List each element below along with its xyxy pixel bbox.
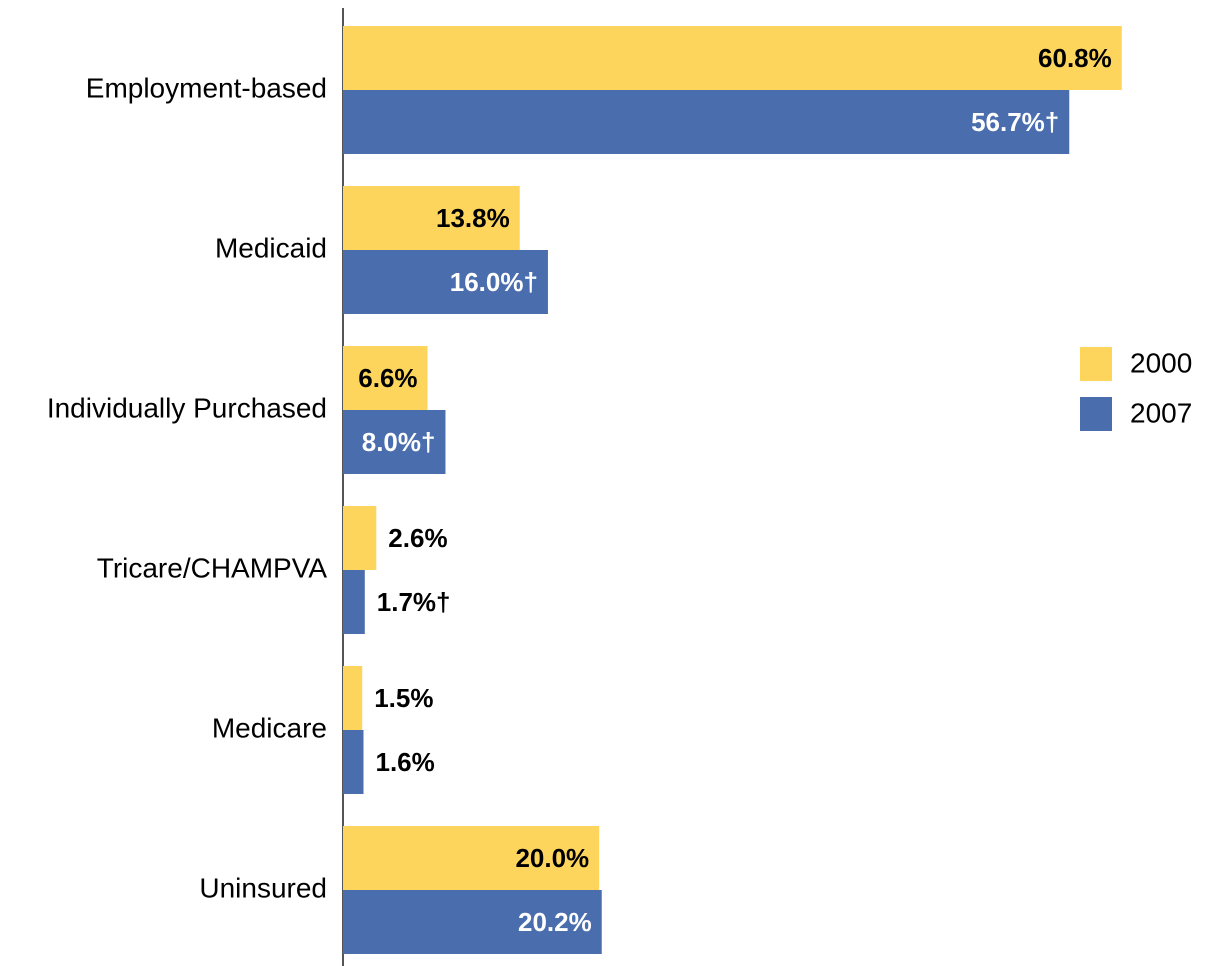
value-label: 56.7%† <box>971 107 1059 137</box>
value-label: 8.0%† <box>362 427 436 457</box>
bar <box>343 890 602 954</box>
legend-swatch <box>1080 347 1112 381</box>
value-label: 20.0% <box>515 843 589 873</box>
value-label: 13.8% <box>436 203 510 233</box>
value-label: 60.8% <box>1038 43 1112 73</box>
category-label: Medicaid <box>215 232 327 263</box>
bar <box>343 250 548 314</box>
category-label: Individually Purchased <box>47 392 327 423</box>
value-label: 1.6% <box>375 747 434 777</box>
bar <box>343 346 428 410</box>
bar <box>343 666 363 730</box>
bar <box>343 410 446 474</box>
category-label: Medicare <box>212 712 327 743</box>
legend-label: 2007 <box>1130 397 1192 428</box>
bar <box>343 826 600 890</box>
category-label: Tricare/CHAMPVA <box>97 552 328 583</box>
bar <box>343 90 1070 154</box>
bar <box>343 186 520 250</box>
value-label: 1.7%† <box>377 587 451 617</box>
bar <box>343 730 364 794</box>
bar <box>343 26 1122 90</box>
bar <box>343 506 377 570</box>
legend-label: 2000 <box>1130 347 1192 378</box>
value-label: 20.2% <box>518 907 592 937</box>
value-label: 1.5% <box>374 683 433 713</box>
category-label: Uninsured <box>199 872 327 903</box>
bar <box>343 570 365 634</box>
value-label: 16.0%† <box>450 267 538 297</box>
category-label: Employment-based <box>86 72 327 103</box>
value-label: 2.6% <box>388 523 447 553</box>
legend-swatch <box>1080 397 1112 431</box>
value-label: 6.6% <box>358 363 417 393</box>
